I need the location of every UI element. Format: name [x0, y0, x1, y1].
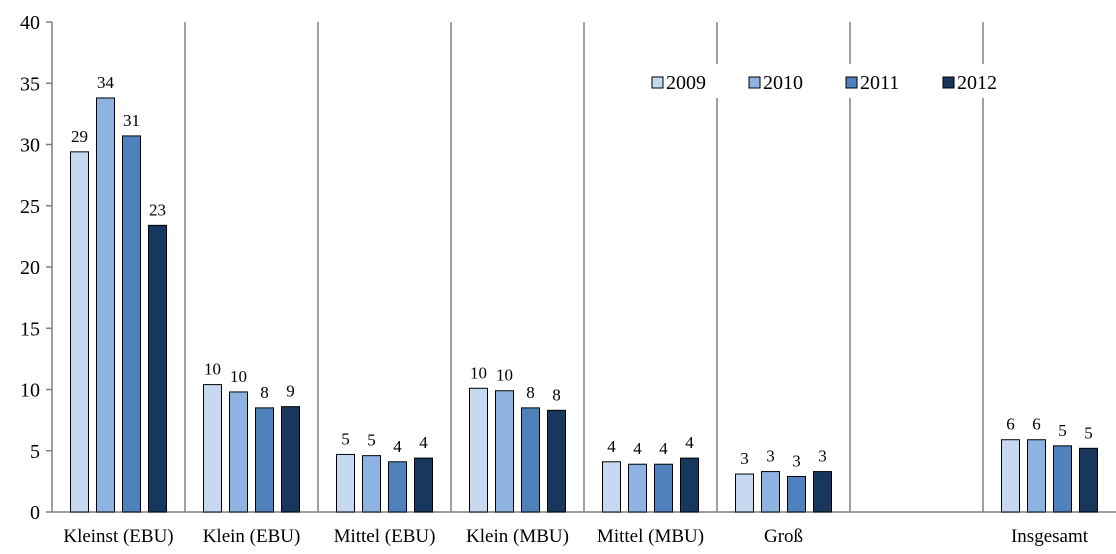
x-tick-label: Kleinst (EBU) [63, 526, 173, 547]
bar-2010-groß [761, 471, 780, 513]
bar-2009-insgesamt [1001, 439, 1020, 513]
data-label: 3 [766, 447, 775, 466]
data-label: 6 [1006, 415, 1015, 434]
bar-2009-mittel-ebu- [336, 453, 355, 513]
data-label: 5 [341, 429, 350, 448]
data-label: 4 [419, 433, 428, 452]
data-label: 4 [393, 437, 402, 456]
bar-2011-mittel-ebu- [388, 461, 407, 513]
bar-2009-mittel-mbu- [602, 461, 621, 513]
bar-2012-mittel-ebu- [414, 457, 433, 513]
data-label: 23 [149, 200, 166, 219]
legend-swatch-2011 [845, 76, 858, 89]
data-label: 9 [286, 382, 295, 401]
bar-2012-mittel-mbu- [680, 457, 699, 513]
legend-swatch-2012 [942, 76, 955, 89]
bar-2010-klein-mbu- [495, 390, 514, 513]
legend-swatch-2009 [651, 76, 664, 89]
data-label: 3 [792, 451, 801, 470]
legend: 2009 2010 2011 2012 [646, 64, 1044, 98]
data-label: 10 [230, 367, 247, 386]
bar-2010-klein-ebu- [229, 391, 248, 513]
data-label: 29 [71, 127, 88, 146]
bar-2012-klein-mbu- [547, 409, 566, 513]
legend-swatch-2010 [748, 76, 761, 89]
data-label: 10 [204, 360, 221, 379]
y-tick-label: 5 [30, 441, 40, 463]
bar-2011-groß [787, 475, 806, 513]
bar-2010-mittel-mbu- [628, 463, 647, 513]
x-tick-label: Insgesamt [1011, 526, 1089, 547]
bar-2012-klein-ebu- [281, 406, 300, 513]
bar-2011-kleinst-ebu- [122, 135, 141, 513]
bar-2012-insgesamt [1079, 447, 1098, 513]
x-tick-label: Groß [764, 526, 803, 547]
legend-background [646, 64, 1044, 98]
data-label: 4 [685, 433, 694, 452]
y-tick-label: 35 [20, 73, 40, 95]
data-label: 6 [1032, 415, 1041, 434]
bar-2009-klein-mbu- [469, 387, 488, 513]
bar-2010-kleinst-ebu- [96, 97, 115, 513]
legend-label-2010: 2010 [763, 72, 803, 94]
y-tick-label: 30 [20, 135, 40, 157]
bar-2009-groß [735, 473, 754, 513]
data-label: 8 [260, 383, 269, 402]
y-tick-label: 40 [20, 12, 40, 34]
x-tick-label: Mittel (EBU) [334, 526, 436, 547]
data-label: 4 [633, 439, 642, 458]
y-tick-label: 10 [20, 380, 40, 402]
data-label: 4 [607, 437, 616, 456]
data-label: 5 [1084, 423, 1093, 442]
data-label: 31 [123, 111, 140, 130]
x-tick-label: Mittel (MBU) [597, 526, 704, 547]
bar-2011-insgesamt [1053, 445, 1072, 513]
y-tick-label: 25 [20, 196, 40, 218]
data-label: 5 [367, 431, 376, 450]
data-label: 4 [659, 439, 668, 458]
legend-label-2009: 2009 [666, 72, 706, 94]
x-tick-label: Klein (MBU) [466, 526, 569, 547]
y-tick-label: 0 [30, 502, 40, 524]
legend-label-2012: 2012 [957, 72, 997, 94]
bars-layer [70, 97, 1098, 513]
bar-2009-klein-ebu- [203, 384, 222, 513]
bar-2010-insgesamt [1027, 439, 1046, 513]
data-label: 3 [740, 449, 749, 468]
bar-2011-klein-ebu- [255, 407, 274, 513]
bar-2009-kleinst-ebu- [70, 151, 89, 513]
bar-2010-mittel-ebu- [362, 455, 381, 513]
x-tick-label: Klein (EBU) [203, 526, 301, 547]
data-label: 3 [818, 447, 827, 466]
data-label: 10 [470, 363, 487, 382]
y-tick-label: 20 [20, 257, 40, 279]
y-tick-label: 15 [20, 318, 40, 340]
data-label: 5 [1058, 421, 1067, 440]
bar-2012-groß [813, 471, 832, 513]
legend-label-2011: 2011 [860, 72, 899, 94]
data-label: 8 [526, 383, 535, 402]
bar-2012-kleinst-ebu- [148, 224, 167, 513]
bar-2011-mittel-mbu- [654, 463, 673, 513]
data-label: 8 [552, 385, 561, 404]
data-label: 34 [97, 73, 115, 92]
data-label: 10 [496, 366, 513, 385]
bar-2011-klein-mbu- [521, 407, 540, 513]
labels-layer: 29 10 5 10 4 3 6 34 10 5 10 4 3 6 31 8 4 8 4 3 5 23 9 4 8 4 3 5 [71, 73, 1093, 471]
